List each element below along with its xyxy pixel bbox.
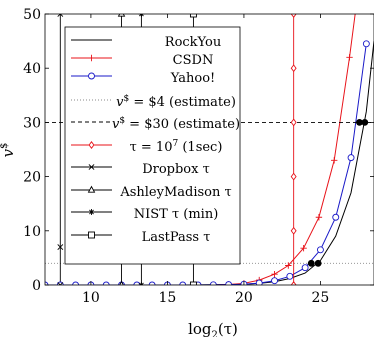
series-5-marker-0: [290, 281, 297, 285]
legend-key-9-marker: [88, 231, 95, 239]
plot-frame: [44, 13, 374, 286]
legend-est30-v: v: [112, 117, 120, 132]
legend-tau-sup: 7: [172, 139, 178, 149]
series-1-line: [45, 14, 356, 285]
series-5-marker-5: [290, 14, 297, 18]
series-5-marker-2: [290, 172, 297, 181]
series-6-marker-2: [57, 14, 64, 17]
legend-dropbox: Dropbox τ: [142, 162, 210, 177]
legend-tau-rest: (1sec): [178, 140, 222, 155]
legend-keys: [71, 39, 112, 239]
intersection-dot-1: [314, 259, 322, 267]
legend-rockyou: RockYou: [165, 35, 221, 50]
series-1-marker-8: [285, 262, 292, 269]
series-2-marker-0: [45, 281, 49, 285]
legend-lastpass: LastPass τ: [142, 230, 211, 245]
series-2-marker-19: [332, 213, 340, 221]
legend-key-2-marker: [88, 72, 95, 80]
y-tick-label-2: 20: [23, 170, 41, 186]
intersection-dot-2: [356, 119, 363, 126]
legend-est4: v$ = $4 (estimate): [116, 94, 236, 110]
series-6-marker-1: [57, 244, 64, 250]
y-axis-label-main: v: [0, 148, 17, 157]
series-7-marker-0: [119, 280, 124, 285]
legend-est30: v$ = $30 (estimate): [112, 116, 240, 132]
legend-est30-sup: $: [119, 116, 125, 126]
legend-yahoo: Yahoo!: [170, 71, 216, 86]
legend: RockYou CSDN Yahoo! v$ = $4 (estimate) v…: [64, 26, 241, 265]
intersection-dot-0: [307, 259, 315, 267]
series-2-marker-16: [286, 272, 294, 280]
legend-ashley: AshleyMadison τ: [119, 185, 231, 200]
y-tick-label-0: 0: [32, 278, 41, 294]
x-tick-label-3: 25: [312, 290, 330, 306]
series-2-marker-17: [301, 264, 309, 272]
legend-est4-rest: = $4 (estimate): [129, 95, 236, 110]
x-tick-label-0: 10: [82, 290, 100, 306]
y-axis-label-sup: $: [0, 143, 10, 149]
series-2-marker-1: [56, 281, 64, 285]
legend-key-7-marker: [87, 185, 96, 193]
series-2-marker-15: [271, 277, 278, 285]
series-7-marker-2: [117, 14, 126, 17]
legend-nist: NIST τ (min): [134, 207, 219, 222]
legend-tau-a: τ = 10: [130, 140, 173, 155]
y-tick-label-4: 40: [23, 61, 41, 77]
series-5-marker-4: [290, 64, 297, 73]
intersection-dot-3: [361, 119, 369, 126]
legend-est30-rest: = $30 (estimate): [125, 117, 240, 132]
x-axis-label: log2(τ): [188, 320, 238, 337]
series-2-marker-2: [72, 281, 80, 285]
series-5-marker-3: [290, 118, 297, 127]
series-2-marker-6: [133, 281, 141, 285]
x-tick-label-1: 15: [159, 290, 177, 306]
series-2-marker-14: [255, 279, 263, 285]
series-2-marker-21: [362, 40, 370, 48]
x-axis-label-main: log: [188, 320, 212, 337]
legend-key-8-marker: [88, 209, 95, 215]
series-1-marker-12: [346, 54, 353, 61]
y-tick-label-3: 30: [23, 115, 41, 131]
series-6-marker-0: [57, 282, 64, 285]
x-tick-label-2: 20: [235, 290, 253, 306]
legend-key-1-marker: [88, 54, 95, 62]
series-2-marker-18: [316, 246, 324, 254]
series-9-marker-2: [189, 14, 197, 18]
legend-est4-v: v: [116, 95, 124, 110]
x-axis-label-arg: (τ): [218, 320, 238, 337]
series-2-marker-20: [347, 154, 355, 162]
chart-ticks: 10 15 20 25 0 10 20 30 40 50: [23, 7, 374, 306]
series-2-marker-9: [179, 281, 187, 285]
series-1-marker-11: [331, 157, 338, 164]
legend-box: [64, 26, 241, 265]
legend-csdn: CSDN: [173, 53, 214, 68]
series-9-marker-0: [189, 281, 197, 285]
legend-key-6-marker: [88, 164, 95, 170]
series-1-marker-10: [315, 214, 323, 221]
series-1-marker-7: [271, 270, 278, 278]
y-axis-label: v$: [0, 143, 17, 158]
legend-key-5-marker: [88, 141, 95, 149]
legend-tau: τ = 107 (1sec): [130, 139, 223, 155]
series-5-marker-1: [290, 226, 297, 235]
legend-est4-sup: $: [123, 94, 129, 104]
y-tick-label-1: 10: [23, 224, 41, 240]
series-2-marker-4: [102, 281, 110, 285]
y-tick-label-5: 50: [23, 7, 41, 23]
x-axis-label-sub: 2: [212, 330, 218, 337]
series-1-marker-9: [300, 244, 307, 252]
series-2-marker-7: [148, 281, 156, 285]
